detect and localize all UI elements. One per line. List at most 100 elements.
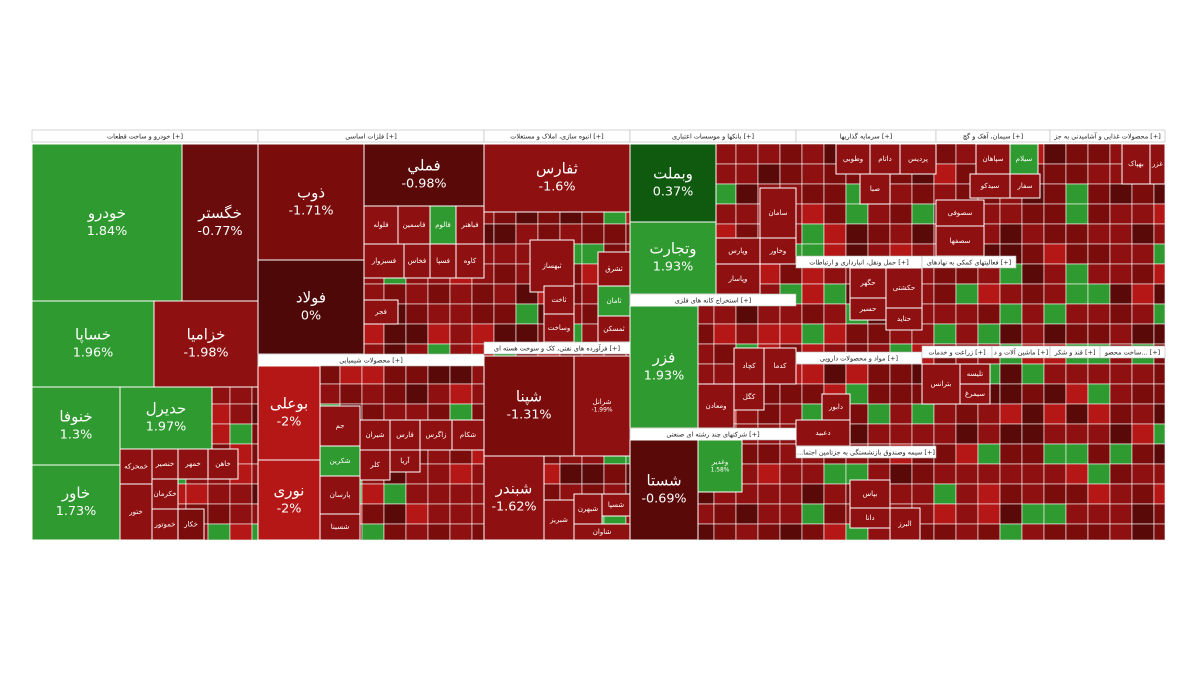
- filler-tile: [889, 203, 913, 225]
- filler-tile: [1153, 203, 1166, 225]
- filler-tile: [955, 463, 979, 485]
- filler-tile: [757, 143, 781, 165]
- filler-tile: [1043, 443, 1067, 465]
- filler-tile: [427, 303, 451, 325]
- filler-tile: [1087, 203, 1111, 225]
- stock-label: فملي: [407, 157, 440, 176]
- filler-tile: [1021, 303, 1045, 325]
- sector-title: فرآورده های نفتی، کک و سوخت هسته ای [+]: [494, 344, 620, 353]
- filler-tile: [801, 143, 825, 165]
- filler-tile: [933, 443, 957, 465]
- stock-change: -1.62%: [491, 500, 536, 515]
- stock-tile: [529, 239, 575, 293]
- filler-tile: [405, 503, 429, 525]
- stock-label: خودرو: [87, 204, 126, 222]
- stock-tile: [181, 143, 259, 302]
- stock-change: 1.84%: [87, 224, 128, 239]
- filler-tile: [867, 203, 891, 225]
- stock-tile: [629, 143, 717, 223]
- filler-tile: [889, 363, 913, 385]
- stock-label: شبندر: [495, 480, 533, 498]
- filler-tile: [823, 323, 847, 345]
- stock-change: 1.93%: [653, 260, 694, 275]
- filler-tile: [779, 523, 803, 541]
- filler-tile: [779, 163, 803, 185]
- filler-tile: [955, 423, 979, 445]
- filler-tile: [449, 363, 473, 385]
- filler-tile: [735, 163, 759, 185]
- filler-tile: [1087, 223, 1111, 245]
- stock-tile: [31, 143, 183, 302]
- filler-tile: [1109, 463, 1133, 485]
- stock-label: بهپاک: [1128, 160, 1144, 168]
- filler-tile: [427, 483, 451, 505]
- stock-label: دانا: [865, 514, 874, 522]
- sector-title: ...سیمه وصندوق بازنشستگی به جزتامین اجتم…: [797, 449, 935, 457]
- filler-tile: [757, 303, 781, 325]
- filler-tile: [999, 203, 1023, 225]
- stock-change: 1.97%: [146, 420, 187, 435]
- stock-label: شاوان: [593, 528, 612, 536]
- filler-tile: [713, 303, 737, 325]
- filler-tile: [933, 403, 957, 425]
- filler-tile: [999, 363, 1023, 385]
- filler-tile: [867, 363, 891, 385]
- filler-tile: [383, 483, 407, 505]
- filler-tile: [185, 483, 209, 505]
- filler-tile: [1043, 403, 1067, 425]
- sector-title: ماشین آلات و د [+]: [994, 348, 1048, 357]
- stock-label: خمهر: [184, 460, 200, 468]
- filler-tile: [1153, 303, 1166, 325]
- filler-tile: [735, 323, 759, 345]
- filler-tile: [493, 303, 517, 325]
- sector-title: شرکتهای چند رشته ای صنعتی [+]: [666, 431, 759, 439]
- stock-tile: [363, 205, 399, 245]
- filler-tile: [867, 403, 891, 425]
- filler-tile: [1131, 303, 1155, 325]
- stock-label: ثمسکن: [603, 325, 624, 333]
- filler-tile: [1043, 163, 1067, 185]
- stock-tile: [419, 419, 453, 451]
- filler-tile: [1043, 203, 1067, 225]
- filler-tile: [977, 443, 1001, 465]
- filler-tile: [1043, 143, 1067, 165]
- stock-tile: [363, 299, 399, 325]
- filler-tile: [493, 323, 517, 345]
- stock-tile: [629, 221, 717, 295]
- filler-tile: [889, 223, 913, 245]
- stock-change: 1.3%: [60, 428, 92, 443]
- stock-label: فلوله: [373, 221, 388, 229]
- stock-tile: [455, 205, 485, 245]
- filler-tile: [1131, 263, 1155, 285]
- stock-tile: [319, 405, 361, 447]
- filler-tile: [427, 323, 451, 345]
- filler-tile: [1131, 243, 1155, 265]
- stock-label: وپارس: [728, 247, 747, 255]
- filler-tile: [1153, 403, 1166, 425]
- stock-label: فباهنر: [460, 221, 478, 229]
- sector-title: بانکها و موسسات اعتباری [+]: [672, 133, 754, 141]
- sector-title: حمل ونقل، انبارداری و ارتباطات [+]: [809, 259, 909, 267]
- filler-tile: [1021, 503, 1045, 525]
- filler-tile: [911, 203, 935, 225]
- filler-tile: [977, 463, 1001, 485]
- filler-tile: [1131, 383, 1155, 405]
- filler-tile: [801, 303, 825, 325]
- stock-label: شپنا: [516, 388, 542, 407]
- stock-label: فاسمین: [403, 221, 426, 229]
- sector-header: [921, 255, 1017, 269]
- filler-tile: [405, 523, 429, 541]
- filler-tile: [867, 223, 891, 245]
- filler-tile: [1153, 483, 1166, 505]
- filler-tile: [405, 383, 429, 405]
- filler-tile: [1131, 483, 1155, 505]
- filler-tile: [1109, 203, 1133, 225]
- stock-label: فسبزوار: [371, 257, 396, 265]
- filler-tile: [735, 143, 759, 165]
- filler-tile: [1065, 423, 1089, 445]
- stock-tile: [821, 393, 851, 421]
- stock-label: خزامیا: [187, 326, 226, 344]
- stock-tile: [31, 386, 121, 466]
- filler-tile: [1109, 363, 1133, 385]
- stock-label: خکار: [183, 521, 198, 529]
